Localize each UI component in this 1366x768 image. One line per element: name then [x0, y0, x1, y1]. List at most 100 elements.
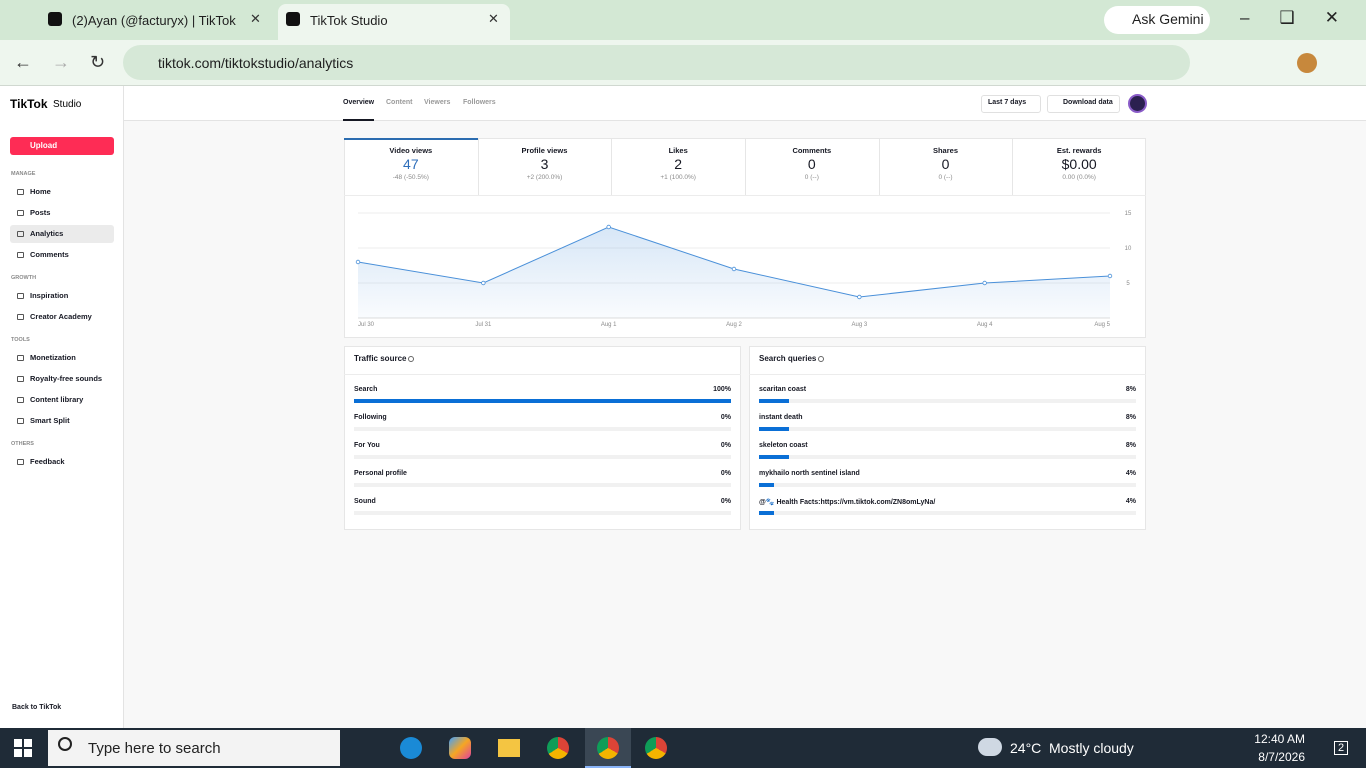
metric-cell[interactable]: Likes 2 +1 (100.0%): [611, 146, 745, 181]
nav-item[interactable]: Analytics: [30, 229, 64, 238]
nav-item[interactable]: Content library: [30, 395, 84, 404]
row-name: @🐾 Health Facts:https://vm.tiktok.com/ZN…: [759, 499, 936, 506]
nav-item[interactable]: Monetization: [30, 353, 76, 362]
bar-track: [759, 427, 1136, 431]
logo[interactable]: TikTok: [10, 97, 48, 111]
url-text[interactable]: tiktok.com/tiktokstudio/analytics: [158, 55, 354, 71]
x-tick-label: Jul 30: [358, 322, 375, 328]
point: [731, 266, 737, 272]
taskbar-search[interactable]: [48, 730, 340, 766]
nav-item[interactable]: Creator Academy: [30, 312, 92, 321]
nav-icon: [17, 459, 24, 465]
nav-item[interactable]: Royalty-free sounds: [30, 374, 103, 383]
search-glyph: [58, 737, 72, 751]
metric-label: Likes: [668, 146, 688, 155]
profile-avatar[interactable]: [1297, 53, 1317, 73]
row-name: Sound: [354, 498, 376, 505]
card-divider: [749, 374, 1146, 375]
y-tick-label: 15: [1125, 211, 1132, 217]
metric-value: 3: [540, 156, 549, 172]
y-tick-label: 10: [1125, 246, 1132, 252]
metric-divider: [611, 138, 613, 196]
nav-item[interactable]: Inspiration: [30, 291, 69, 300]
start-button[interactable]: [14, 739, 32, 757]
time[interactable]: 12:40 AM: [1254, 732, 1305, 746]
nav-item[interactable]: Smart Split: [30, 416, 70, 425]
metric-value: $0.00: [1061, 156, 1097, 172]
metric-label: Shares: [932, 146, 958, 155]
gemini-button[interactable]: [1104, 6, 1210, 34]
bar-track: [759, 483, 1136, 487]
nav-item[interactable]: Comments: [30, 250, 69, 259]
row-name: instant death: [759, 414, 803, 421]
row-name: skeleton coast: [759, 442, 808, 449]
tab-title[interactable]: TikTok Studio: [310, 13, 388, 28]
info-icon[interactable]: [818, 356, 824, 362]
bar: [759, 427, 790, 431]
row-value: 8%: [1125, 414, 1136, 421]
upload-label[interactable]: Upload: [30, 141, 58, 150]
area: [358, 227, 1110, 318]
metric-value: 2: [674, 156, 683, 172]
metric-value: 0: [941, 156, 950, 172]
row-value: 8%: [1125, 386, 1136, 393]
views-chart: 5 10 15 Jul 30 Jul 31 Aug 1 Aug 2 Aug 3 Aug 4 Aug…: [355, 211, 1132, 328]
nav-item[interactable]: Posts: [30, 208, 51, 217]
metric-cell[interactable]: Est. rewards $0.00 0.00 (0.0%): [1012, 146, 1146, 181]
download-button[interactable]: [1047, 95, 1120, 113]
search-card: [749, 346, 1146, 530]
page-tab[interactable]: Followers: [463, 99, 496, 106]
metric-cell[interactable]: Comments 0 0 (--): [745, 146, 879, 181]
tab-close[interactable]: ✕: [488, 11, 499, 26]
metric-value: 0: [807, 156, 816, 172]
date[interactable]: 8/7/2026: [1258, 750, 1305, 764]
avatar[interactable]: [1128, 94, 1147, 113]
back-link[interactable]: Back to TikTok: [12, 704, 62, 711]
url-box[interactable]: [123, 45, 1190, 80]
nav-item[interactable]: Home: [30, 187, 51, 196]
range-button[interactable]: [981, 95, 1041, 113]
forward: →: [52, 52, 71, 72]
page-tab[interactable]: Content: [386, 99, 413, 106]
nav-icon: [17, 210, 24, 216]
metric-label: Est. rewards: [1056, 146, 1102, 155]
search-text[interactable]: Type here to search: [88, 740, 221, 757]
gemini-label[interactable]: Ask Gemini: [1132, 11, 1204, 27]
metric-selected: [344, 138, 478, 140]
tab-close[interactable]: ✕: [250, 11, 261, 26]
tab-icon: [286, 12, 300, 26]
metric-cell[interactable]: Profile views 3 +2 (200.0%): [478, 146, 612, 181]
section-title: MANAGE: [11, 171, 36, 177]
weather-icon: [978, 738, 1002, 756]
sidebar: [0, 86, 124, 728]
app-chrome-3[interactable]: [645, 737, 667, 759]
app-edge[interactable]: [400, 737, 422, 759]
notification-count[interactable]: 2: [1334, 741, 1349, 755]
metric-divider: [745, 138, 746, 196]
range-label[interactable]: Last 7 days: [988, 99, 1027, 106]
row-value: 0%: [720, 442, 731, 449]
page-tab[interactable]: Viewers: [424, 99, 451, 106]
active-tab[interactable]: [278, 4, 510, 40]
nav-selected: [10, 225, 114, 243]
nav-icon: [17, 355, 24, 361]
bar-track: [354, 483, 731, 487]
card-title: Traffic source: [354, 354, 407, 363]
app-chrome[interactable]: [547, 737, 569, 759]
bar: [759, 483, 775, 487]
download-label[interactable]: Download data: [1063, 99, 1113, 106]
nav-item[interactable]: Feedback: [30, 457, 65, 466]
bar: [759, 511, 775, 515]
info-icon[interactable]: [408, 356, 414, 362]
metric-cell[interactable]: Video views 47 -48 (-50.5%): [344, 146, 478, 181]
app-explorer[interactable]: [498, 739, 520, 757]
page-tab[interactable]: Overview: [343, 99, 375, 106]
upload-button[interactable]: [10, 137, 114, 155]
app-chrome-2[interactable]: [597, 737, 619, 759]
row-name: For You: [354, 442, 380, 449]
tab-title[interactable]: (2)Ayan (@facturyx) | TikTok: [72, 13, 236, 28]
app-copilot[interactable]: [449, 737, 471, 759]
metric-cell[interactable]: Shares 0 0 (--): [879, 146, 1013, 181]
